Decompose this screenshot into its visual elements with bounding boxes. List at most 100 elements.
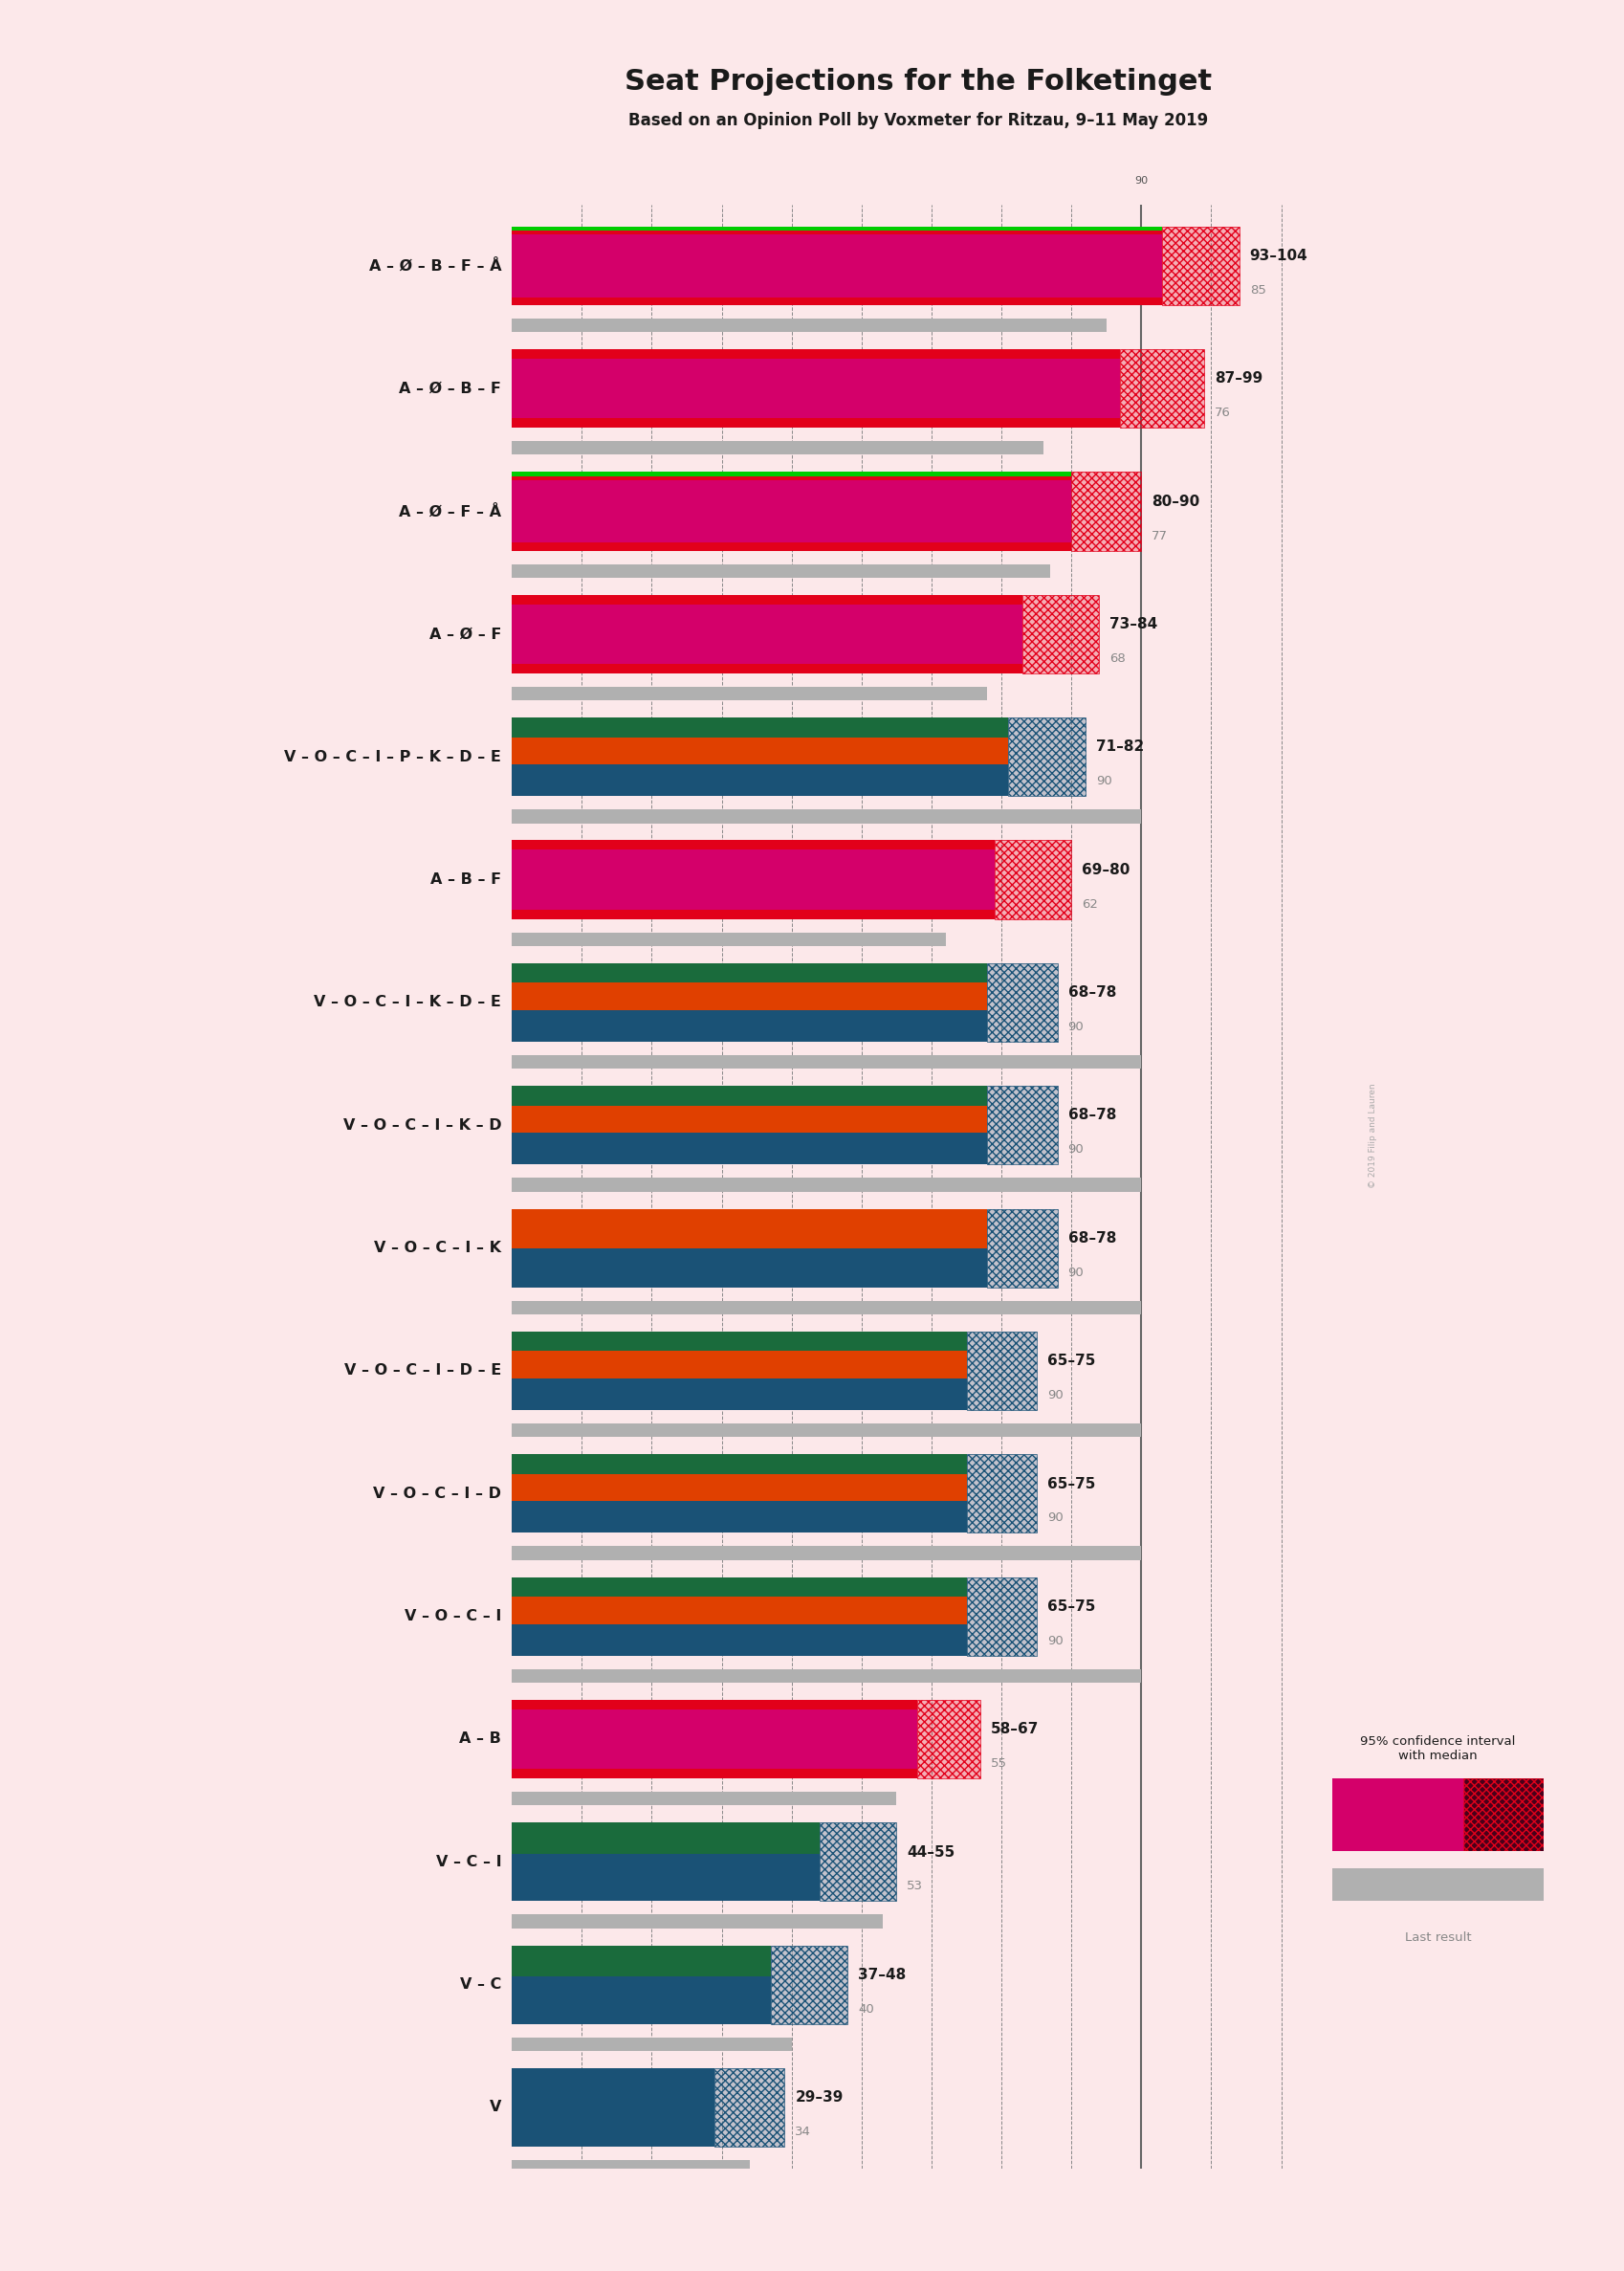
Text: 29–39: 29–39 — [794, 2089, 843, 2105]
Text: V – O – C – I – K: V – O – C – I – K — [374, 1240, 502, 1256]
Bar — [966, 1453, 1036, 1533]
Text: A – Ø – F: A – Ø – F — [429, 627, 502, 640]
Text: 68–78: 68–78 — [1067, 986, 1116, 999]
Bar — [512, 686, 987, 699]
Text: A – Ø – B – F – Å: A – Ø – B – F – Å — [369, 259, 502, 273]
Text: A – Ø – B – F: A – Ø – B – F — [400, 382, 502, 395]
Bar — [987, 1208, 1057, 1288]
Bar — [818, 1824, 896, 1901]
Text: 53: 53 — [906, 1880, 922, 1892]
Bar — [512, 298, 1161, 304]
Bar — [512, 1699, 918, 1710]
Bar — [512, 1792, 896, 1805]
Text: 90: 90 — [1067, 1145, 1083, 1156]
Bar — [512, 441, 1043, 454]
Bar — [512, 1249, 987, 1288]
Text: © 2019 Filip and Lauren: © 2019 Filip and Lauren — [1367, 1083, 1377, 1188]
Bar — [966, 1331, 1036, 1410]
Bar — [512, 359, 1119, 418]
Bar — [966, 1331, 1036, 1410]
Bar — [987, 963, 1057, 1042]
Bar — [512, 1086, 987, 1106]
Text: V – C – I: V – C – I — [435, 1855, 502, 1869]
Bar — [512, 718, 1009, 738]
Text: 77: 77 — [1151, 529, 1168, 543]
Bar — [512, 1853, 818, 1901]
Bar — [512, 1769, 918, 1778]
Bar — [512, 1424, 1140, 1438]
Text: 65–75: 65–75 — [1046, 1599, 1095, 1615]
Text: 58–67: 58–67 — [991, 1721, 1038, 1737]
Bar — [1119, 350, 1203, 427]
Text: 68: 68 — [1109, 652, 1125, 665]
Bar — [512, 595, 1021, 604]
Bar — [994, 840, 1070, 920]
Bar — [512, 604, 1021, 663]
Text: V – O – C – I – K – D: V – O – C – I – K – D — [343, 1117, 502, 1133]
Bar — [512, 1453, 966, 1474]
Bar — [987, 1086, 1057, 1165]
Bar — [818, 1824, 896, 1901]
Bar — [512, 1351, 966, 1378]
Bar — [512, 933, 945, 947]
Bar — [987, 1086, 1057, 1165]
Bar — [512, 1179, 1140, 1192]
Bar — [512, 908, 994, 920]
Text: 90: 90 — [1095, 774, 1111, 788]
Bar — [512, 479, 1070, 543]
Bar — [966, 1453, 1036, 1533]
Bar — [512, 350, 1119, 359]
Bar — [1021, 595, 1099, 674]
Bar — [512, 1914, 882, 1928]
Text: 76: 76 — [1215, 407, 1231, 420]
Bar — [512, 983, 987, 1011]
Text: 44–55: 44–55 — [906, 1844, 955, 1860]
Text: 69–80: 69–80 — [1082, 863, 1129, 877]
Text: V – O – C – I – P – K – D – E: V – O – C – I – P – K – D – E — [284, 749, 502, 763]
Bar — [512, 1378, 966, 1410]
Bar — [1070, 472, 1140, 550]
Text: 90: 90 — [1046, 1635, 1062, 1646]
Text: 87–99: 87–99 — [1215, 372, 1262, 386]
Bar — [715, 2069, 784, 2146]
Bar — [512, 1669, 1140, 1683]
Bar — [918, 1699, 979, 1778]
Text: A – B: A – B — [460, 1733, 502, 1746]
Text: A – B – F: A – B – F — [430, 872, 502, 888]
Bar — [512, 1208, 987, 1249]
Bar — [966, 1576, 1036, 1656]
Bar — [512, 1576, 966, 1597]
Bar — [1161, 227, 1239, 304]
Text: 65–75: 65–75 — [1046, 1354, 1095, 1367]
Bar — [512, 1547, 1140, 1560]
Bar — [512, 477, 1070, 479]
Text: 71–82: 71–82 — [1095, 740, 1143, 754]
Text: 62: 62 — [1082, 897, 1098, 911]
Text: 93–104: 93–104 — [1249, 250, 1307, 263]
Bar — [512, 2037, 791, 2051]
Text: 55: 55 — [991, 1758, 1007, 1769]
Bar — [512, 418, 1119, 427]
Bar — [1161, 227, 1239, 304]
Bar — [770, 1946, 848, 2023]
Bar — [512, 1056, 1140, 1070]
Text: 90: 90 — [1067, 1267, 1083, 1279]
Text: 90: 90 — [1046, 1390, 1062, 1401]
Text: 85: 85 — [1249, 284, 1265, 298]
Bar — [770, 1946, 848, 2023]
Bar — [512, 765, 1009, 797]
Bar — [512, 1710, 918, 1769]
Text: 37–48: 37–48 — [857, 1967, 906, 1983]
Text: Last result: Last result — [1405, 1930, 1470, 1944]
Text: 68–78: 68–78 — [1067, 1108, 1116, 1122]
Bar — [918, 1699, 979, 1778]
Bar — [987, 1208, 1057, 1288]
Bar — [512, 1106, 987, 1133]
Bar — [512, 543, 1070, 550]
Text: 90: 90 — [1134, 177, 1148, 186]
Bar — [512, 1624, 966, 1656]
Bar — [512, 849, 994, 908]
Bar — [1009, 718, 1085, 797]
Text: 95% confidence interval
with median: 95% confidence interval with median — [1359, 1735, 1515, 1762]
Text: 65–75: 65–75 — [1046, 1476, 1095, 1490]
